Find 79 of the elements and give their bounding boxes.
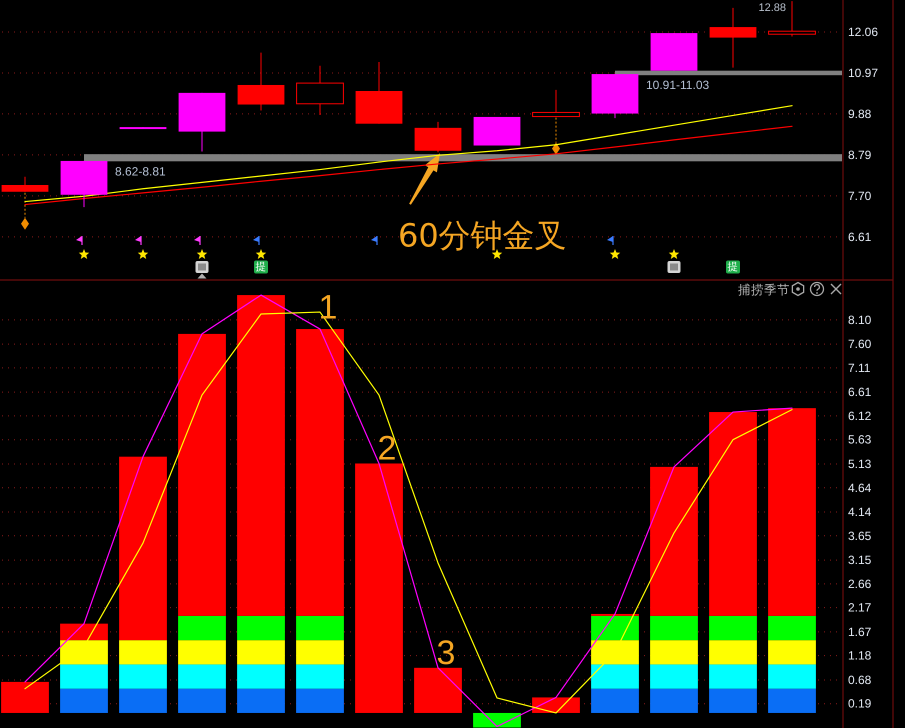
y-tick-label: 8.10: [848, 312, 872, 327]
bar: [178, 616, 226, 640]
bar: [237, 616, 285, 640]
bar: [296, 640, 344, 664]
y-tick-label: 5.13: [848, 456, 872, 471]
annotation: 2: [378, 429, 396, 468]
chart-title: 捕捞季节: [738, 282, 790, 296]
bar: [237, 295, 285, 616]
bar: [119, 688, 167, 713]
y-tick-label: 6.61: [848, 230, 872, 244]
bar: [119, 664, 167, 689]
bar: [414, 668, 462, 713]
bar: [709, 640, 757, 664]
band-label: 8.62-8.81: [115, 164, 166, 178]
bar: [296, 329, 344, 616]
bar: [591, 664, 639, 689]
bar: [60, 688, 108, 713]
band-label: 10.91-11.03: [646, 78, 710, 92]
annotation: 3: [436, 634, 456, 672]
bar: [178, 664, 226, 689]
bar: [650, 466, 698, 616]
y-tick-label: 9.88: [848, 106, 872, 121]
bar: [178, 334, 226, 616]
y-tick-label: 3.65: [848, 528, 872, 543]
bar: [709, 664, 757, 689]
y-tick-label: 4.64: [848, 480, 872, 495]
y-tick-label: 7.60: [848, 337, 872, 352]
bar: [1, 682, 49, 713]
bar: [119, 456, 167, 640]
y-tick-label: 2.66: [848, 576, 872, 591]
bar: [237, 664, 285, 689]
y-tick-label: 6.12: [848, 408, 872, 423]
bar: [591, 688, 639, 713]
bar: [650, 640, 698, 664]
y-tick-label: 10.97: [848, 66, 878, 80]
bar: [650, 688, 698, 713]
bar: [237, 688, 285, 713]
y-tick-label: 12.06: [848, 24, 878, 39]
bar: [296, 664, 344, 689]
bar: [119, 640, 167, 664]
bar: [709, 412, 757, 616]
y-tick-label: 2.17: [848, 600, 872, 615]
bar: [768, 664, 816, 689]
bar: [473, 712, 521, 728]
bar: [296, 688, 344, 713]
bar: [768, 616, 816, 640]
bar: [296, 616, 344, 640]
y-tick-label: 1.18: [848, 648, 872, 663]
bar: [709, 616, 757, 640]
y-tick-label: 0.68: [848, 672, 872, 687]
y-tick-label: 7.70: [848, 188, 872, 203]
y-tick-label: 5.63: [848, 432, 872, 447]
y-tick-label: 3.15: [848, 553, 872, 568]
bar: [709, 688, 757, 713]
y-tick-label: 4.14: [848, 505, 872, 520]
annotation: 1: [318, 288, 338, 326]
y-tick-label: 1.67: [848, 624, 872, 639]
bar: [60, 664, 108, 689]
bar: [178, 688, 226, 713]
bar: [768, 688, 816, 713]
y-tick-label: 7.11: [848, 360, 871, 375]
bar: [60, 624, 108, 640]
bar: [591, 616, 639, 640]
y-tick-label: 0.19: [848, 696, 872, 711]
annotation: 12.88: [758, 2, 786, 14]
bar: [355, 463, 403, 713]
y-tick-label: 6.61: [848, 385, 872, 400]
bar: [237, 640, 285, 664]
bar: [650, 616, 698, 640]
annotation: 60分钟金叉: [398, 216, 567, 254]
bar: [178, 640, 226, 664]
line-series: [24, 105, 793, 202]
bar: [768, 408, 816, 616]
bar: [768, 640, 816, 664]
bar: [591, 640, 639, 664]
bar: [650, 664, 698, 689]
y-tick-label: 8.79: [848, 148, 872, 162]
line-series: [24, 126, 793, 206]
bar: [60, 640, 108, 664]
